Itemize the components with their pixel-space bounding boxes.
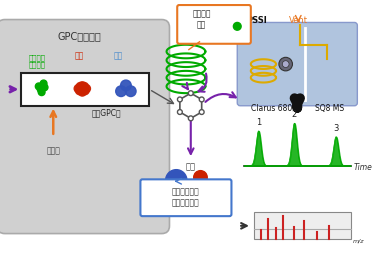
Circle shape — [233, 22, 241, 30]
Text: 捕集环: 捕集环 — [179, 23, 192, 30]
Circle shape — [125, 86, 136, 97]
Circle shape — [178, 110, 182, 114]
FancyBboxPatch shape — [21, 73, 149, 106]
Text: PSSI: PSSI — [246, 16, 267, 25]
Text: GPC净化系统: GPC净化系统 — [57, 31, 101, 41]
Text: Time: Time — [354, 163, 372, 172]
Circle shape — [38, 89, 45, 96]
FancyBboxPatch shape — [254, 212, 351, 239]
Circle shape — [166, 170, 187, 191]
Text: 排空: 排空 — [186, 162, 196, 171]
Text: 小分子目
标靶: 小分子目 标靶 — [192, 10, 211, 29]
FancyBboxPatch shape — [0, 20, 169, 234]
Circle shape — [188, 116, 193, 121]
Circle shape — [116, 86, 126, 97]
Circle shape — [40, 80, 47, 87]
Text: Vent: Vent — [289, 16, 308, 25]
Text: 小分子目
标分析物: 小分子目 标分析物 — [28, 54, 45, 68]
Text: 色素: 色素 — [113, 52, 123, 61]
Circle shape — [78, 84, 87, 92]
Text: Clarus 680: Clarus 680 — [251, 104, 292, 113]
Circle shape — [82, 85, 90, 93]
Circle shape — [80, 82, 88, 91]
Circle shape — [78, 82, 87, 90]
Circle shape — [81, 87, 89, 95]
Text: 收集点: 收集点 — [46, 147, 60, 156]
Circle shape — [199, 97, 204, 102]
Circle shape — [76, 82, 84, 91]
Text: 3: 3 — [333, 124, 339, 133]
Circle shape — [178, 97, 182, 102]
Text: SQ8 MS: SQ8 MS — [315, 104, 344, 113]
Circle shape — [194, 171, 207, 184]
Circle shape — [37, 86, 44, 93]
Text: 2: 2 — [292, 110, 297, 119]
Circle shape — [199, 110, 204, 114]
Text: m/z: m/z — [352, 239, 364, 244]
Circle shape — [35, 83, 42, 90]
FancyBboxPatch shape — [140, 179, 232, 216]
FancyBboxPatch shape — [237, 22, 357, 106]
Circle shape — [279, 57, 292, 71]
Circle shape — [76, 87, 84, 95]
Text: 1: 1 — [256, 118, 261, 127]
Polygon shape — [180, 93, 202, 118]
Circle shape — [74, 85, 82, 93]
Text: 大分子干扰物
色素、油脂等: 大分子干扰物 色素、油脂等 — [172, 188, 200, 208]
FancyBboxPatch shape — [177, 5, 251, 44]
Circle shape — [188, 91, 193, 96]
Circle shape — [41, 84, 48, 91]
Circle shape — [78, 88, 87, 96]
Circle shape — [282, 61, 289, 68]
Text: 微型GPC柱: 微型GPC柱 — [92, 108, 121, 117]
Text: 油脂: 油脂 — [75, 52, 84, 61]
Circle shape — [120, 80, 131, 91]
